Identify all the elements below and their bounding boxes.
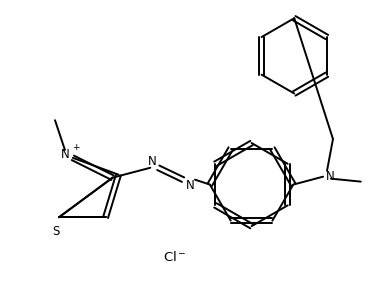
Text: Cl$^-$: Cl$^-$: [163, 250, 187, 264]
Text: S: S: [52, 225, 60, 238]
Text: N: N: [148, 155, 157, 168]
Text: N: N: [326, 170, 335, 183]
Text: +: +: [72, 144, 80, 152]
Text: N: N: [60, 148, 69, 161]
Text: N: N: [186, 179, 194, 192]
